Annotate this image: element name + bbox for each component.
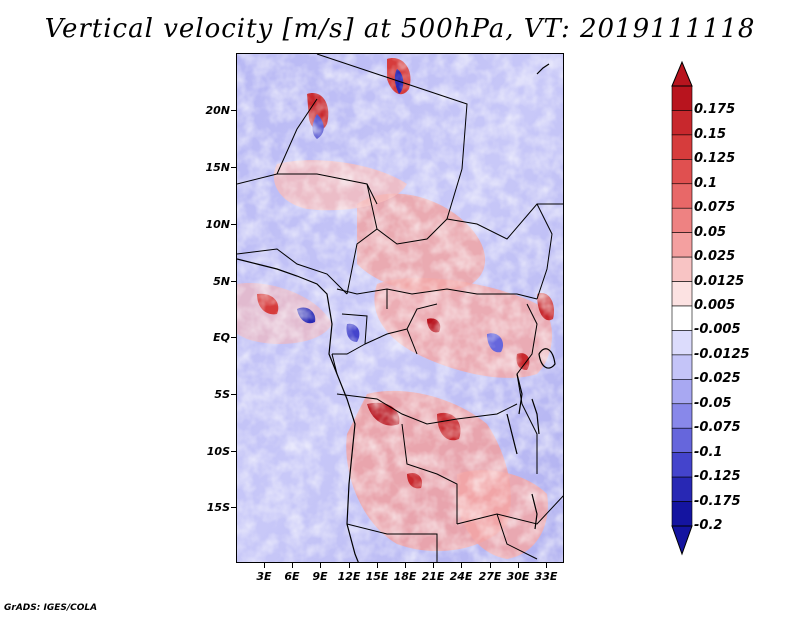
colorbar-swatch [671,207,693,233]
lon-label-27e: 27E [478,570,502,583]
colorbar-label: -0.05 [694,395,732,411]
colorbar-swatch [671,501,693,527]
colorbar-label: -0.075 [694,420,741,436]
colorbar-label: -0.1 [694,444,723,460]
lakes [516,373,540,530]
colorbar-label: -0.0125 [694,346,750,362]
country-borders [237,54,563,562]
colorbar-label: -0.2 [694,518,723,533]
lon-label-30e: 30E [506,570,530,583]
colorbar-swatch [671,232,693,258]
lat-label-10n: 10N [205,218,230,231]
map-panel [236,53,564,563]
colorbar-label: 0.075 [694,200,736,216]
colorbar-max-triangle [671,60,693,87]
lat-label-5n: 5N [213,275,230,288]
colorbar-swatch [671,159,693,185]
lon-label-24e: 24E [449,570,473,583]
lon-label-21e: 21E [421,570,445,583]
colorbar-label: 0.0125 [694,273,745,289]
colorbar-swatch [671,427,693,453]
colorbar-label: 0.15 [694,126,727,142]
colorbar-label: -0.175 [694,493,741,509]
colorbar-swatch [671,330,693,356]
colorbar-label: 0.005 [694,298,736,313]
colorbar-label: 0.05 [694,224,727,240]
field-speckle [237,54,563,562]
colorbar-swatch [671,85,693,111]
lat-label-20n: 20N [205,104,230,117]
colorbar-swatch [671,354,693,380]
colorbar-label: 0.125 [694,151,736,167]
colorbar-swatch [671,110,693,136]
lat-label-10s: 10S [206,445,230,458]
lon-label-33e: 33E [534,570,558,583]
colorbar-min-triangle [671,525,693,556]
colorbar-swatch [671,476,693,502]
colorbar-swatch [671,281,693,307]
colorbar [671,60,693,556]
lat-label-15s: 15S [206,501,230,514]
grads-credit: GrADS: IGES/COLA [4,603,98,613]
colorbar-label: -0.005 [694,322,741,338]
lat-label-5s: 5S [214,388,230,401]
colorbar-swatch [671,183,693,209]
colorbar-label: -0.025 [694,371,741,387]
colorbar-label: 0.175 [694,102,736,118]
vertical-velocity-field [237,54,563,562]
lon-label-18e: 18E [393,570,417,583]
colorbar-label: -0.125 [694,469,741,485]
colorbar-label: 0.1 [694,175,718,191]
coastline [237,63,556,562]
lat-label-15n: 15N [205,161,230,174]
lon-label-9e: 9E [312,570,328,583]
colorbar-swatch [671,305,693,331]
colorbar-swatches [671,85,693,527]
colorbar-swatch [671,379,693,405]
colorbar-swatch [671,134,693,160]
lon-label-6e: 6E [284,570,300,583]
colorbar-swatch [671,256,693,282]
lon-label-15e: 15E [365,570,389,583]
lon-label-3e: 3E [256,570,272,583]
map-title: Vertical velocity [m/s] at 500hPa, VT: 2… [44,14,756,44]
lat-label-eq: EQ [213,331,230,344]
colorbar-swatch [671,403,693,429]
colorbar-swatch [671,452,693,478]
lon-label-12e: 12E [337,570,361,583]
colorbar-label: 0.025 [694,249,736,265]
